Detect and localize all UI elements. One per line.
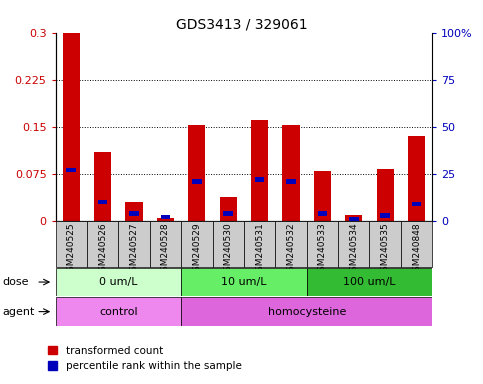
Text: GSM240533: GSM240533 [318,222,327,277]
Bar [126,202,142,221]
Bar [87,221,118,267]
Bar [98,200,107,204]
Legend: transformed count, percentile rank within the sample: transformed count, percentile rank withi… [44,341,246,375]
Bar [181,297,432,326]
Text: dose: dose [2,277,29,287]
Bar [56,221,87,267]
Bar [118,221,150,267]
Bar [181,221,213,267]
Text: 10 um/L: 10 um/L [221,277,267,287]
Bar [412,202,421,206]
Text: GSM240530: GSM240530 [224,222,233,277]
Text: GSM240527: GSM240527 [129,222,139,277]
Bar [255,177,264,182]
Bar [188,126,205,221]
Bar [275,221,307,267]
Bar [224,211,233,216]
Bar [67,168,76,172]
Text: GSM240528: GSM240528 [161,222,170,277]
Bar [251,121,268,221]
Bar [129,211,139,216]
Bar [213,221,244,267]
Bar [314,170,331,221]
Text: 0 um/L: 0 um/L [99,277,138,287]
Bar [338,221,369,267]
Bar [244,221,275,267]
Bar [286,179,296,184]
Bar [181,268,307,296]
Text: GSM240525: GSM240525 [67,222,76,277]
Bar [150,221,181,267]
Bar [161,215,170,219]
Bar [56,268,181,296]
Bar [408,136,425,221]
Bar [369,221,401,267]
Bar [345,215,362,221]
Text: GSM240529: GSM240529 [192,222,201,277]
Bar [192,179,201,184]
Text: agent: agent [2,306,35,317]
Bar [94,152,111,221]
Bar [381,213,390,217]
Text: homocysteine: homocysteine [268,306,346,317]
Bar [401,221,432,267]
Bar [377,169,394,221]
Bar [157,218,174,221]
Text: 100 um/L: 100 um/L [343,277,396,287]
Bar [56,297,181,326]
Text: control: control [99,306,138,317]
Text: GSM240526: GSM240526 [98,222,107,277]
Bar [307,221,338,267]
Text: GSM240848: GSM240848 [412,222,421,277]
Text: GSM240531: GSM240531 [255,222,264,277]
Bar [283,126,299,221]
Text: GDS3413 / 329061: GDS3413 / 329061 [176,17,307,31]
Text: GSM240535: GSM240535 [381,222,390,277]
Bar [63,33,80,221]
Bar [307,268,432,296]
Text: GSM240534: GSM240534 [349,222,358,277]
Bar [220,197,237,221]
Bar [318,211,327,216]
Text: GSM240532: GSM240532 [286,222,296,277]
Bar [349,217,358,221]
